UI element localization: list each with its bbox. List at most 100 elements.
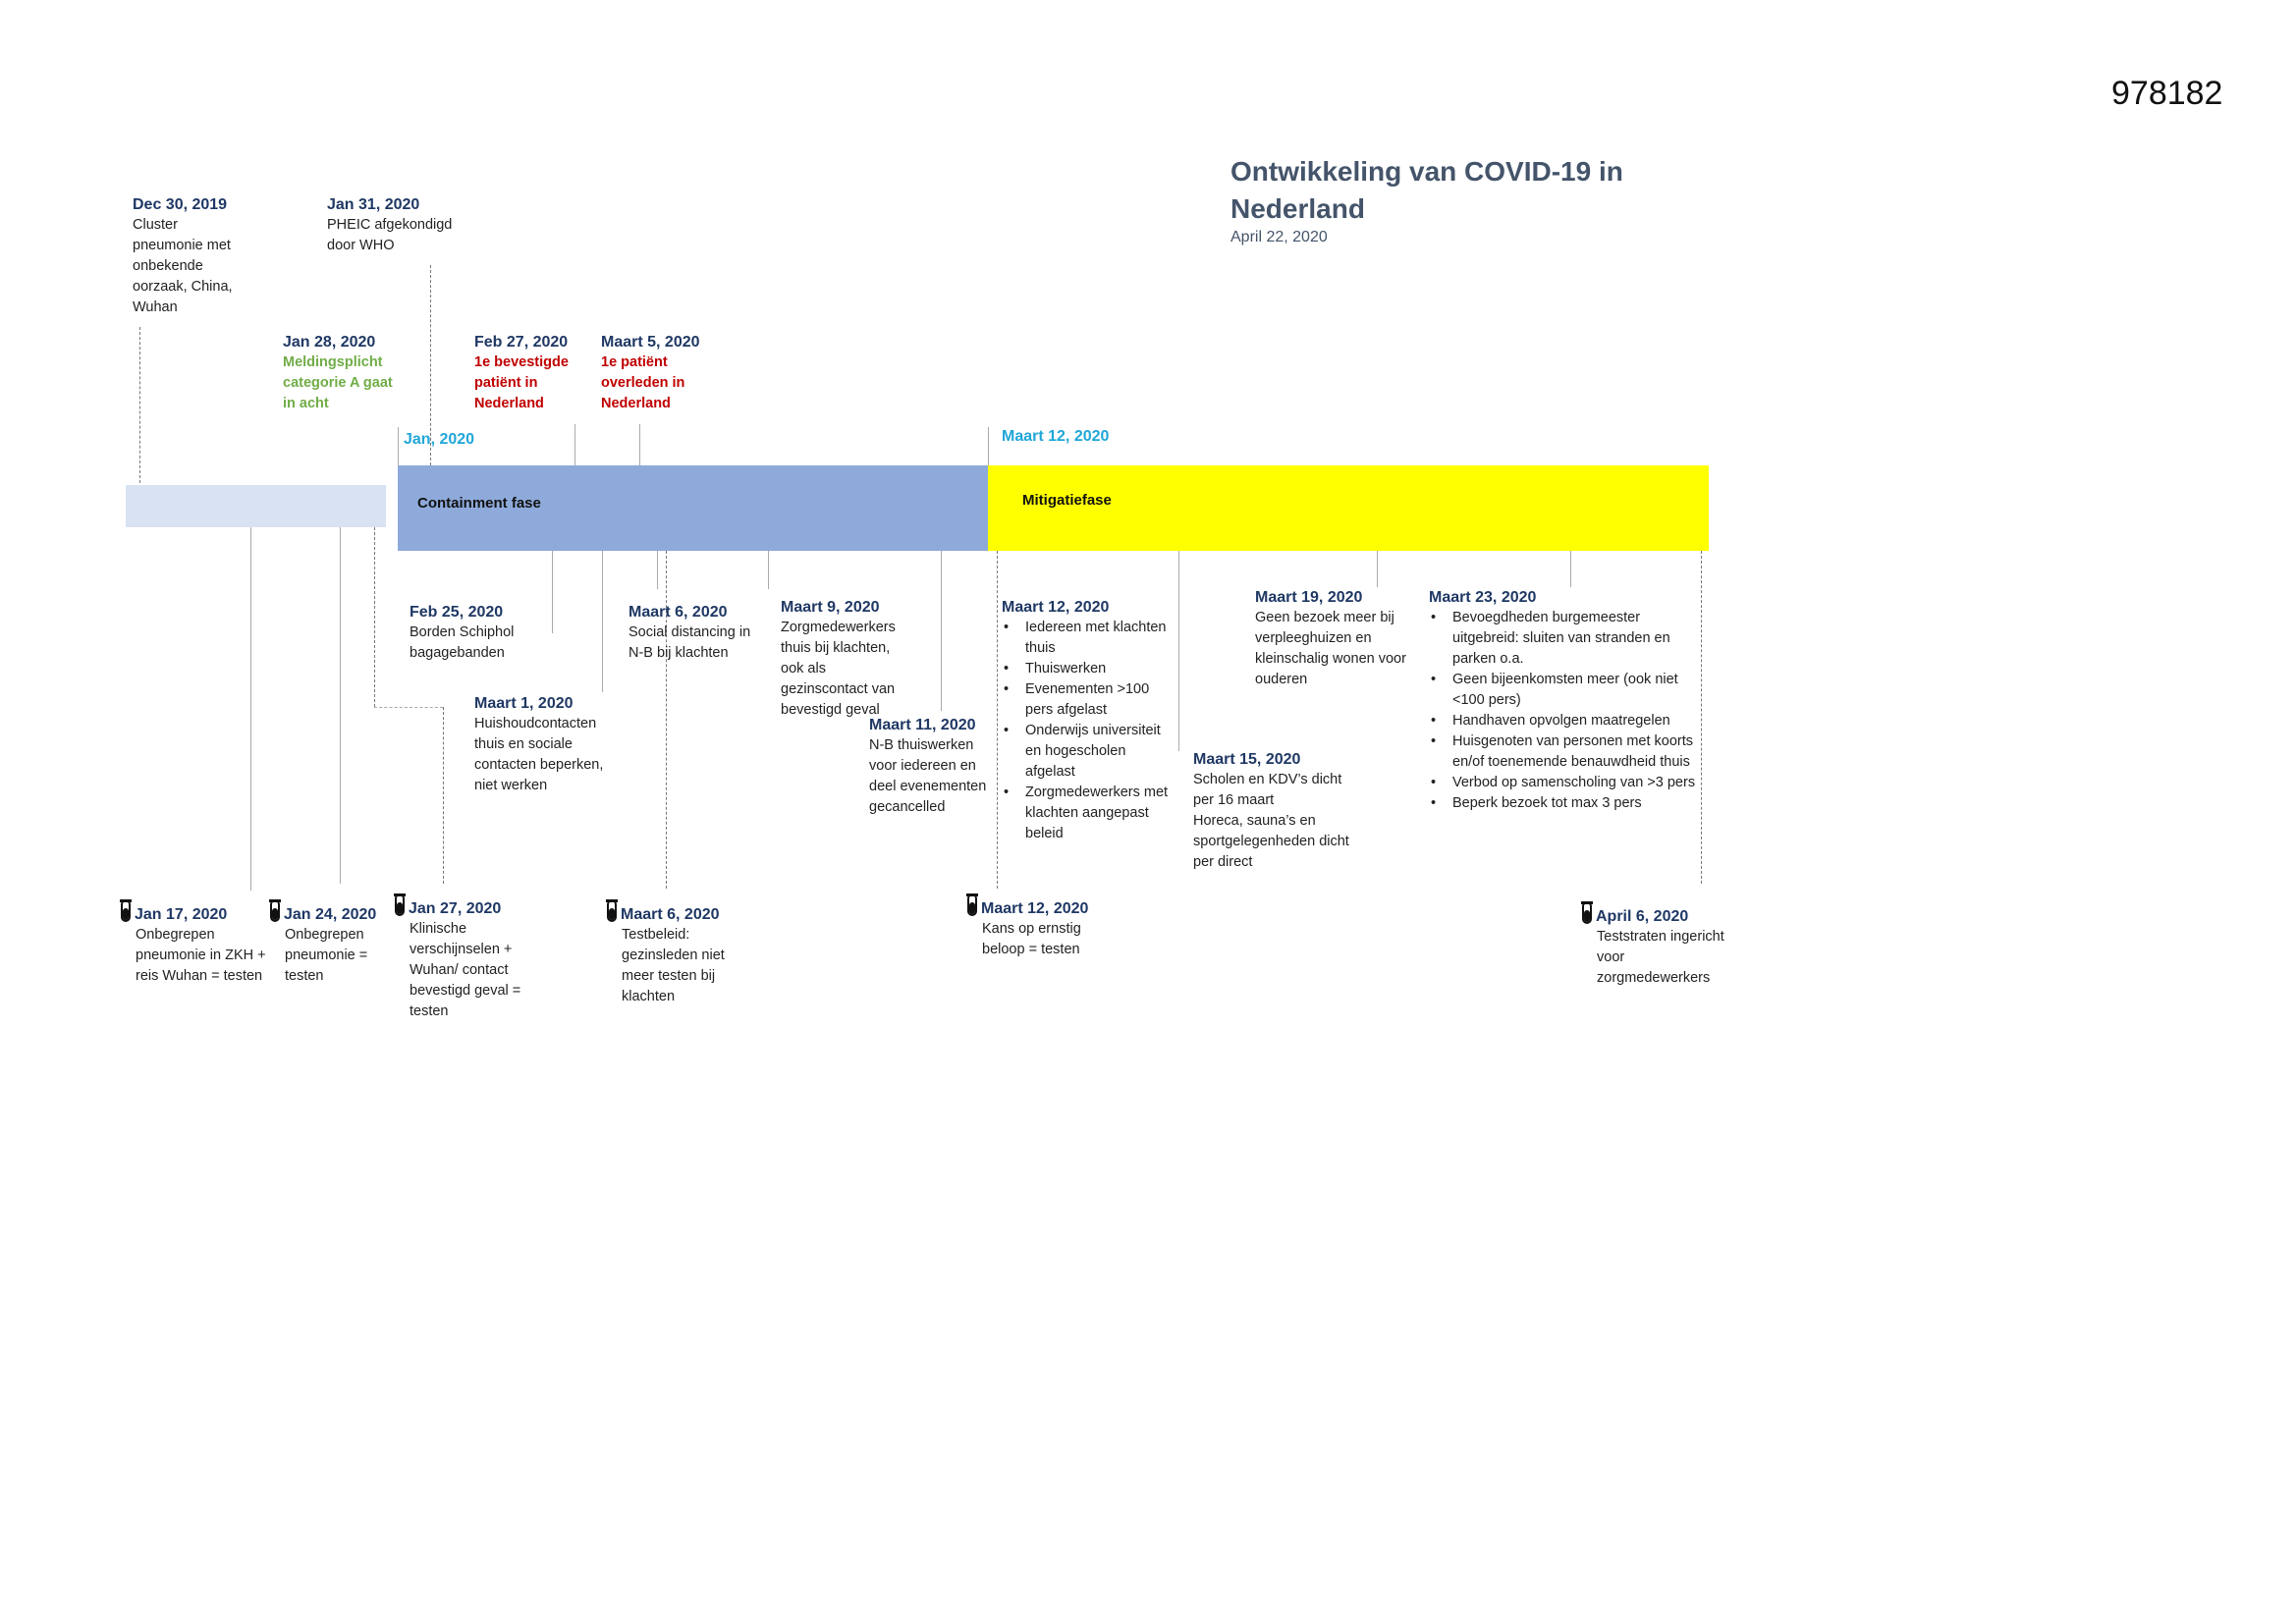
- event-dec30: Dec 30, 2019 Cluster pneumonie met onbeke…: [133, 194, 250, 318]
- connector-line: [1178, 551, 1179, 751]
- event-text: Geen bezoek meer bij verpleeghuizen en k…: [1255, 610, 1406, 687]
- pre-phase-bar: [126, 485, 386, 527]
- event-text: Zorgmedewerkers thuis bij klachten, ook …: [781, 620, 896, 718]
- test-event: Maart 12, 2020 Kans op ernstig beloop = t…: [966, 893, 1120, 960]
- event-text: Teststraten ingericht voor zorgmedewerke…: [1597, 929, 1724, 986]
- event-text: Social distancing in N-B bij klachten: [629, 624, 751, 661]
- test-tube-icon: [120, 899, 132, 923]
- event-bullet-list: Iedereen met klachten thuis Thuiswerken …: [1002, 618, 1178, 844]
- connector-line: [941, 551, 942, 711]
- event-text: Horeca, sauna’s en sportgelegenheden dic…: [1193, 813, 1349, 870]
- event-jan28: Jan 28, 2020 Meldingsplicht categorie A g…: [283, 332, 406, 414]
- event-date: Jan 24, 2020: [284, 906, 377, 923]
- test-tube-icon: [966, 893, 978, 917]
- bullet-item: Iedereen met klachten thuis: [1004, 618, 1178, 659]
- event-date: Maart 6, 2020: [629, 604, 728, 621]
- page-title: Ontwikkeling van COVID-19 in Nederland: [1230, 156, 1623, 224]
- event-maart15: Maart 15, 2020 Scholen en KDV’s dicht per…: [1193, 749, 1360, 873]
- bullet-item: Bevoegdheden burgemeester uitgebreid: sl…: [1431, 608, 1709, 670]
- test-event: Jan 17, 2020 Onbegrepen pneumonie in ZKH …: [120, 899, 268, 987]
- event-text: Klinische verschijnselen + Wuhan/ contac…: [410, 921, 521, 1019]
- bullet-item: Huisgenoten van personen met koorts en/o…: [1431, 731, 1709, 773]
- event-date: Maart 12, 2020: [981, 900, 1089, 917]
- bullet-item: Evenementen >100 pers afgelast: [1004, 679, 1178, 721]
- bullet-item: Onderwijs universiteit en hogescholen af…: [1004, 721, 1178, 783]
- connector-line: [768, 551, 769, 589]
- event-date: Feb 27, 2020: [474, 334, 569, 351]
- document-id: 978182: [2111, 75, 2223, 112]
- event-date: Dec 30, 2019: [133, 196, 228, 213]
- event-date: Jan 28, 2020: [283, 334, 376, 351]
- connector-line: [340, 527, 341, 884]
- test-tube-icon: [1581, 901, 1593, 925]
- event-date: Maart 23, 2020: [1429, 589, 1537, 606]
- connector-line: [250, 527, 251, 891]
- connector-line: [602, 551, 603, 692]
- event-date: Maart 11, 2020: [869, 717, 976, 733]
- containment-phase-bar: Containment fase: [398, 465, 988, 551]
- bullet-item: Handhaven opvolgen maatregelen: [1431, 711, 1709, 731]
- test-tube-icon: [606, 899, 618, 923]
- event-text: Meldingsplicht categorie A gaat in acht: [283, 354, 393, 411]
- connector-line: [1570, 551, 1571, 587]
- test-event: Maart 6, 2020 Testbeleid: gezinsleden nie…: [606, 899, 744, 1007]
- event-maart19: Maart 19, 2020 Geen bezoek meer bij verpl…: [1255, 587, 1407, 690]
- event-date: Jan 27, 2020: [409, 900, 502, 917]
- bullet-item: Thuiswerken: [1004, 659, 1178, 679]
- event-maart11: Maart 11, 2020 N-B thuiswerken voor ieder…: [869, 715, 1002, 818]
- event-maart1: Maart 1, 2020 Huishoudcontacten thuis en …: [474, 693, 622, 796]
- event-text: Borden Schiphol bagagebanden: [410, 624, 515, 661]
- event-text: 1e patiënt overleden in Nederland: [601, 354, 685, 411]
- event-date: Maart 9, 2020: [781, 599, 880, 616]
- mitigation-phase-bar: Mitigatiefase: [988, 465, 1709, 551]
- connector-line: [398, 427, 399, 465]
- connector-line: [997, 551, 998, 889]
- connector-line: [639, 424, 640, 465]
- event-text: Cluster pneumonie met onbekende oorzaak,…: [133, 217, 233, 315]
- connector-line: [657, 551, 658, 589]
- connector-line: [139, 327, 140, 483]
- page-date: April 22, 2020: [1230, 229, 1328, 245]
- event-text: Kans op ernstig beloop = testen: [982, 921, 1081, 957]
- test-tube-icon: [269, 899, 281, 923]
- test-tube-icon: [394, 893, 406, 917]
- event-text: N-B thuiswerken voor iedereen en deel ev…: [869, 737, 987, 815]
- event-text: Onbegrepen pneumonie = testen: [285, 927, 368, 984]
- event-text: PHEIC afgekondigd door WHO: [327, 217, 453, 253]
- containment-label: Containment fase: [417, 495, 541, 512]
- event-text: Huishoudcontacten thuis en sociale conta…: [474, 716, 604, 793]
- event-jan31: Jan 31, 2020 PHEIC afgekondigd door WHO: [327, 194, 474, 256]
- containment-start-date: Jan, 2020: [404, 431, 475, 448]
- bullet-item: Beperk bezoek tot max 3 pers: [1431, 793, 1709, 814]
- bullet-item: Verbod op samenscholing van >3 pers: [1431, 773, 1709, 793]
- test-event: Jan 24, 2020 Onbegrepen pneumonie = teste…: [269, 899, 393, 987]
- event-bullet-list: Bevoegdheden burgemeester uitgebreid: sl…: [1429, 608, 1709, 814]
- event-text: Onbegrepen pneumonie in ZKH + reis Wuhan…: [136, 927, 266, 984]
- mitigation-label: Mitigatiefase: [1022, 492, 1112, 509]
- event-date: Maart 12, 2020: [1002, 599, 1110, 616]
- connector-line: [374, 527, 375, 707]
- test-event: April 6, 2020 Teststraten ingericht voor …: [1581, 901, 1734, 989]
- bullet-item: Geen bijeenkomsten meer (ook niet <100 p…: [1431, 670, 1709, 711]
- test-event: Jan 27, 2020 Klinische verschijnselen + W…: [394, 893, 537, 1022]
- connector-line: [574, 424, 575, 465]
- event-date: Feb 25, 2020: [410, 604, 504, 621]
- event-date: Maart 6, 2020: [621, 906, 720, 923]
- event-text: Testbeleid: gezinsleden niet meer testen…: [622, 927, 725, 1004]
- event-feb25: Feb 25, 2020 Borden Schiphol bagagebanden: [410, 602, 537, 664]
- event-date: Maart 5, 2020: [601, 334, 700, 351]
- event-text: 1e bevestigde patiënt in Nederland: [474, 354, 569, 411]
- connector-line: [374, 707, 443, 708]
- connector-line: [443, 707, 444, 884]
- event-date: Maart 15, 2020: [1193, 751, 1301, 768]
- event-date: Jan 31, 2020: [327, 196, 420, 213]
- event-maart23: Maart 23, 2020 Bevoegdheden burgemeester…: [1429, 587, 1709, 814]
- event-date: April 6, 2020: [1596, 908, 1689, 925]
- connector-line: [552, 551, 553, 633]
- event-maart9: Maart 9, 2020 Zorgmedewerkers thuis bij k…: [781, 597, 908, 721]
- event-maart6: Maart 6, 2020 Social distancing in N-B bi…: [629, 602, 761, 664]
- event-date: Maart 1, 2020: [474, 695, 574, 712]
- event-date: Jan 17, 2020: [135, 906, 228, 923]
- connector-line: [988, 427, 989, 465]
